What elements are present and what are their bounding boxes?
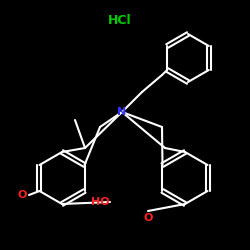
Text: O: O [17, 190, 27, 200]
Text: HCl: HCl [108, 14, 132, 26]
Text: HO: HO [91, 197, 109, 207]
Text: N: N [118, 107, 127, 117]
Text: O: O [143, 213, 153, 223]
